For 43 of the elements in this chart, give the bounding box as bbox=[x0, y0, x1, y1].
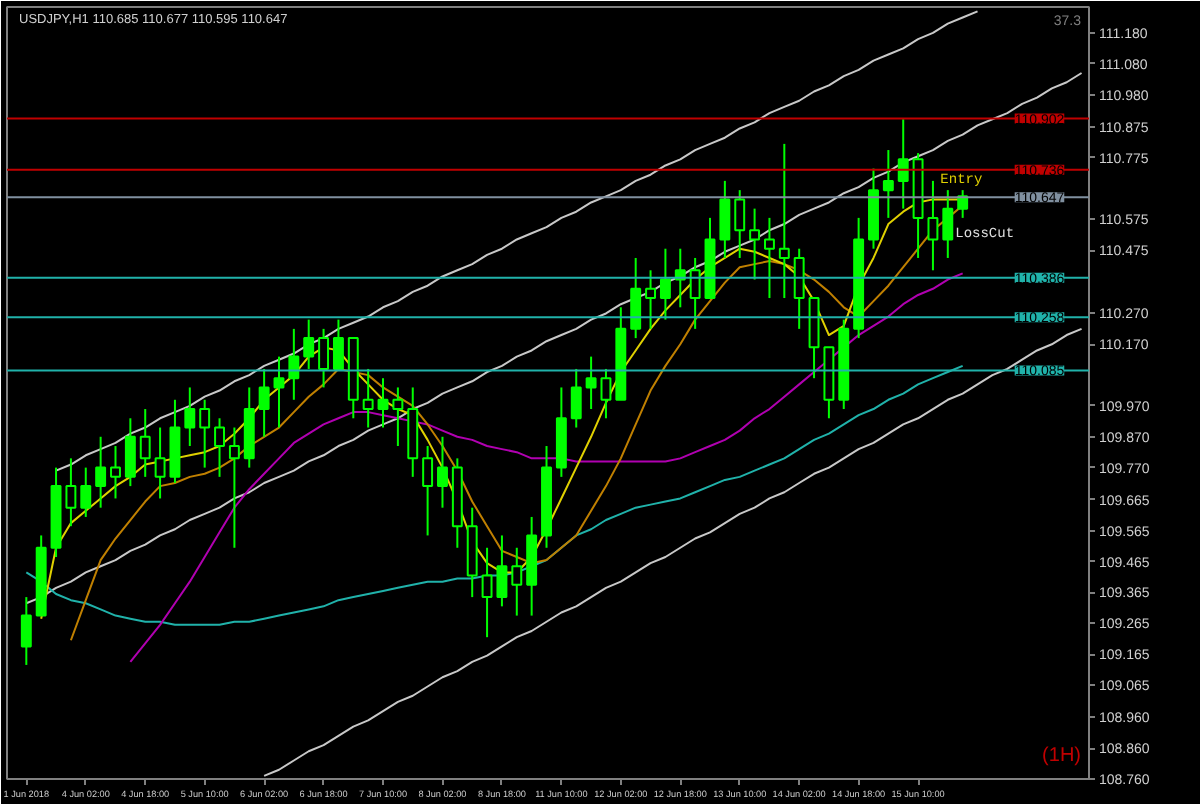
candlestick bbox=[110, 445, 121, 500]
candlestick bbox=[20, 596, 32, 666]
candlestick bbox=[362, 367, 374, 429]
candlestick bbox=[80, 466, 92, 518]
candlestick bbox=[288, 327, 300, 401]
candlestick bbox=[645, 269, 657, 330]
line-series bbox=[129, 272, 964, 663]
candlestick bbox=[585, 355, 597, 411]
candlestick bbox=[318, 327, 330, 389]
candlestick bbox=[437, 435, 448, 509]
candlestick bbox=[689, 256, 701, 330]
candlestick bbox=[749, 207, 761, 281]
candlestick bbox=[719, 179, 731, 259]
annotation: (1H) bbox=[1042, 745, 1082, 767]
candlestick bbox=[882, 149, 894, 219]
candlestick bbox=[228, 426, 240, 549]
candlestick bbox=[124, 417, 136, 488]
candlestick bbox=[927, 179, 939, 272]
candlestick bbox=[630, 256, 642, 340]
candlestick bbox=[273, 355, 285, 429]
candlestick bbox=[95, 435, 107, 509]
candlestick bbox=[184, 386, 196, 448]
candlestick bbox=[511, 546, 523, 617]
candlestick bbox=[392, 386, 404, 448]
candlestick bbox=[734, 189, 746, 259]
candlestick bbox=[422, 445, 434, 537]
candlestick bbox=[659, 247, 671, 321]
candlestick bbox=[303, 318, 315, 370]
candlestick bbox=[897, 118, 909, 210]
candlestick bbox=[214, 417, 225, 478]
candlestick bbox=[778, 142, 790, 300]
candlestick bbox=[139, 408, 151, 478]
candlestick bbox=[377, 377, 389, 429]
candlestick bbox=[763, 216, 775, 300]
candlestick bbox=[600, 367, 612, 420]
line-series bbox=[25, 71, 1083, 605]
candlestick bbox=[199, 398, 211, 469]
candlestick bbox=[942, 189, 954, 259]
line-series bbox=[263, 327, 1083, 777]
candlestick bbox=[258, 367, 270, 438]
candlestick bbox=[570, 367, 582, 429]
candlestick bbox=[793, 247, 805, 330]
candlestick bbox=[332, 318, 344, 370]
